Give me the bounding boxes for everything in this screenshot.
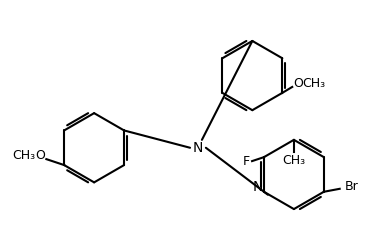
Text: Br: Br: [345, 180, 358, 193]
Text: F: F: [243, 155, 250, 168]
Text: CH₃: CH₃: [282, 154, 305, 167]
Text: CH₃: CH₃: [302, 77, 326, 90]
Text: CH₃: CH₃: [12, 149, 35, 162]
Text: O: O: [293, 77, 303, 90]
Text: N: N: [193, 141, 203, 155]
Text: N: N: [253, 180, 263, 194]
Text: O: O: [35, 149, 46, 162]
